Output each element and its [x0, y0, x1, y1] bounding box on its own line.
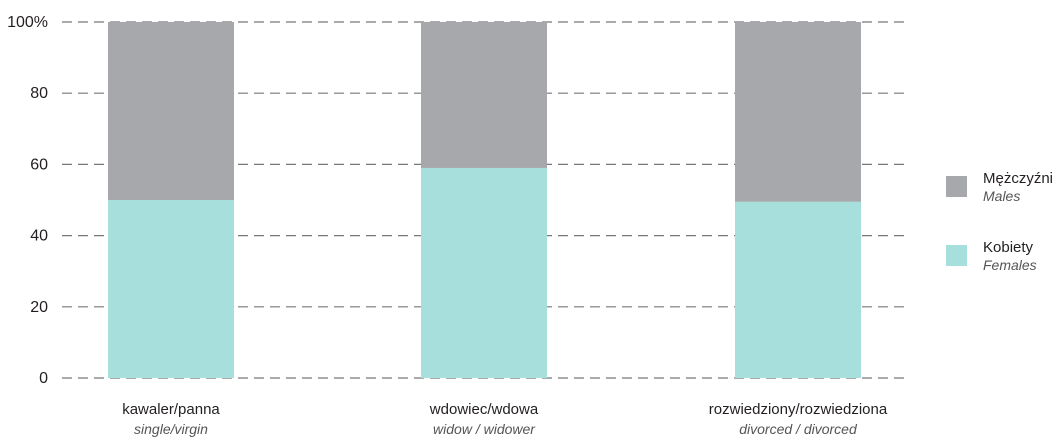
legend-sublabel: Males: [983, 188, 1020, 204]
x-category-sublabel: single/virgin: [134, 421, 208, 437]
legend-sublabel: Females: [983, 257, 1037, 273]
legend-swatch: [946, 176, 967, 197]
y-tick-label: 100%: [7, 14, 48, 31]
y-tick-label: 0: [39, 370, 48, 387]
bar-segment: [735, 22, 861, 202]
x-category-sublabel: divorced / divorced: [739, 421, 858, 437]
bars: [108, 22, 861, 378]
y-tick-label: 60: [30, 156, 48, 173]
x-category-label: rozwiedziony/rozwiedziona: [709, 401, 888, 418]
legend-label: Kobiety: [983, 239, 1034, 256]
y-tick-label: 80: [30, 85, 48, 102]
x-category-sublabel: widow / widower: [433, 421, 536, 437]
bar-segment: [421, 22, 547, 168]
y-tick-label: 20: [30, 299, 48, 316]
y-axis-ticks: 0 20 40 60 80 100%: [7, 14, 48, 387]
legend-label: Mężczyźni: [983, 170, 1052, 187]
bar-segment: [108, 22, 234, 200]
bar-segment: [421, 167, 547, 378]
bar-segment: [735, 201, 861, 378]
bar-segment: [108, 200, 234, 378]
legend-swatch: [946, 245, 967, 266]
x-axis-categories: kawaler/panna single/virgin wdowiec/wdowa w…: [122, 401, 888, 437]
x-category-label: wdowiec/wdowa: [429, 401, 539, 418]
y-tick-label: 40: [30, 228, 48, 245]
x-category-label: kawaler/panna: [122, 401, 220, 418]
